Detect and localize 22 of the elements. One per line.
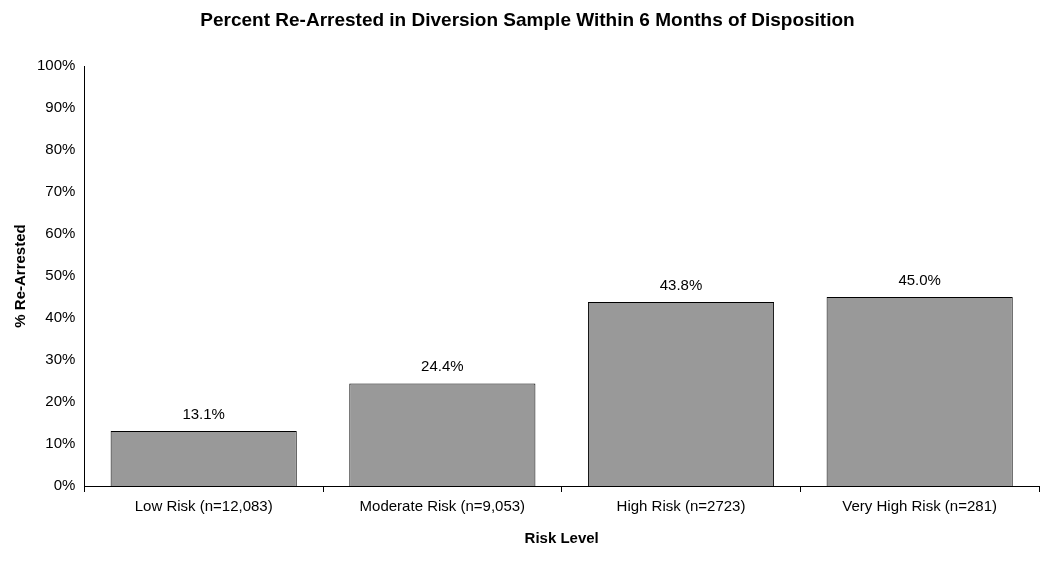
x-tick-label: Very High Risk (n=281) [842,497,997,515]
y-tick-label: 70% [45,182,76,200]
x-tick-label: Low Risk (n=12,083) [134,497,273,515]
y-tick-label: 40% [45,308,76,326]
y-axis-title: % Re-Arrested [11,224,29,328]
y-tick-label: 80% [45,140,76,158]
data-label: 13.1% [182,404,225,422]
x-tick-label: Moderate Risk (n=9,053) [359,497,526,515]
y-tick-label: 60% [45,224,76,242]
y-tick-label: 20% [45,392,76,410]
y-tick-label: 30% [45,350,76,368]
x-axis-title: Risk Level [524,529,599,547]
y-tick-label: 100% [36,56,76,74]
y-tick-label: 90% [45,98,76,116]
chart-title: Percent Re-Arrested in Diversion Sample Within 6 Months of Disposition [199,8,856,32]
y-tick-label: 0% [53,476,76,494]
x-tick-label: High Risk (n=2723) [616,497,746,515]
data-label: 43.8% [659,275,703,293]
y-tick-label: 10% [45,434,76,452]
data-label: 45.0% [898,270,941,288]
y-tick-label: 50% [45,266,76,284]
data-label: 24.4% [421,357,464,375]
